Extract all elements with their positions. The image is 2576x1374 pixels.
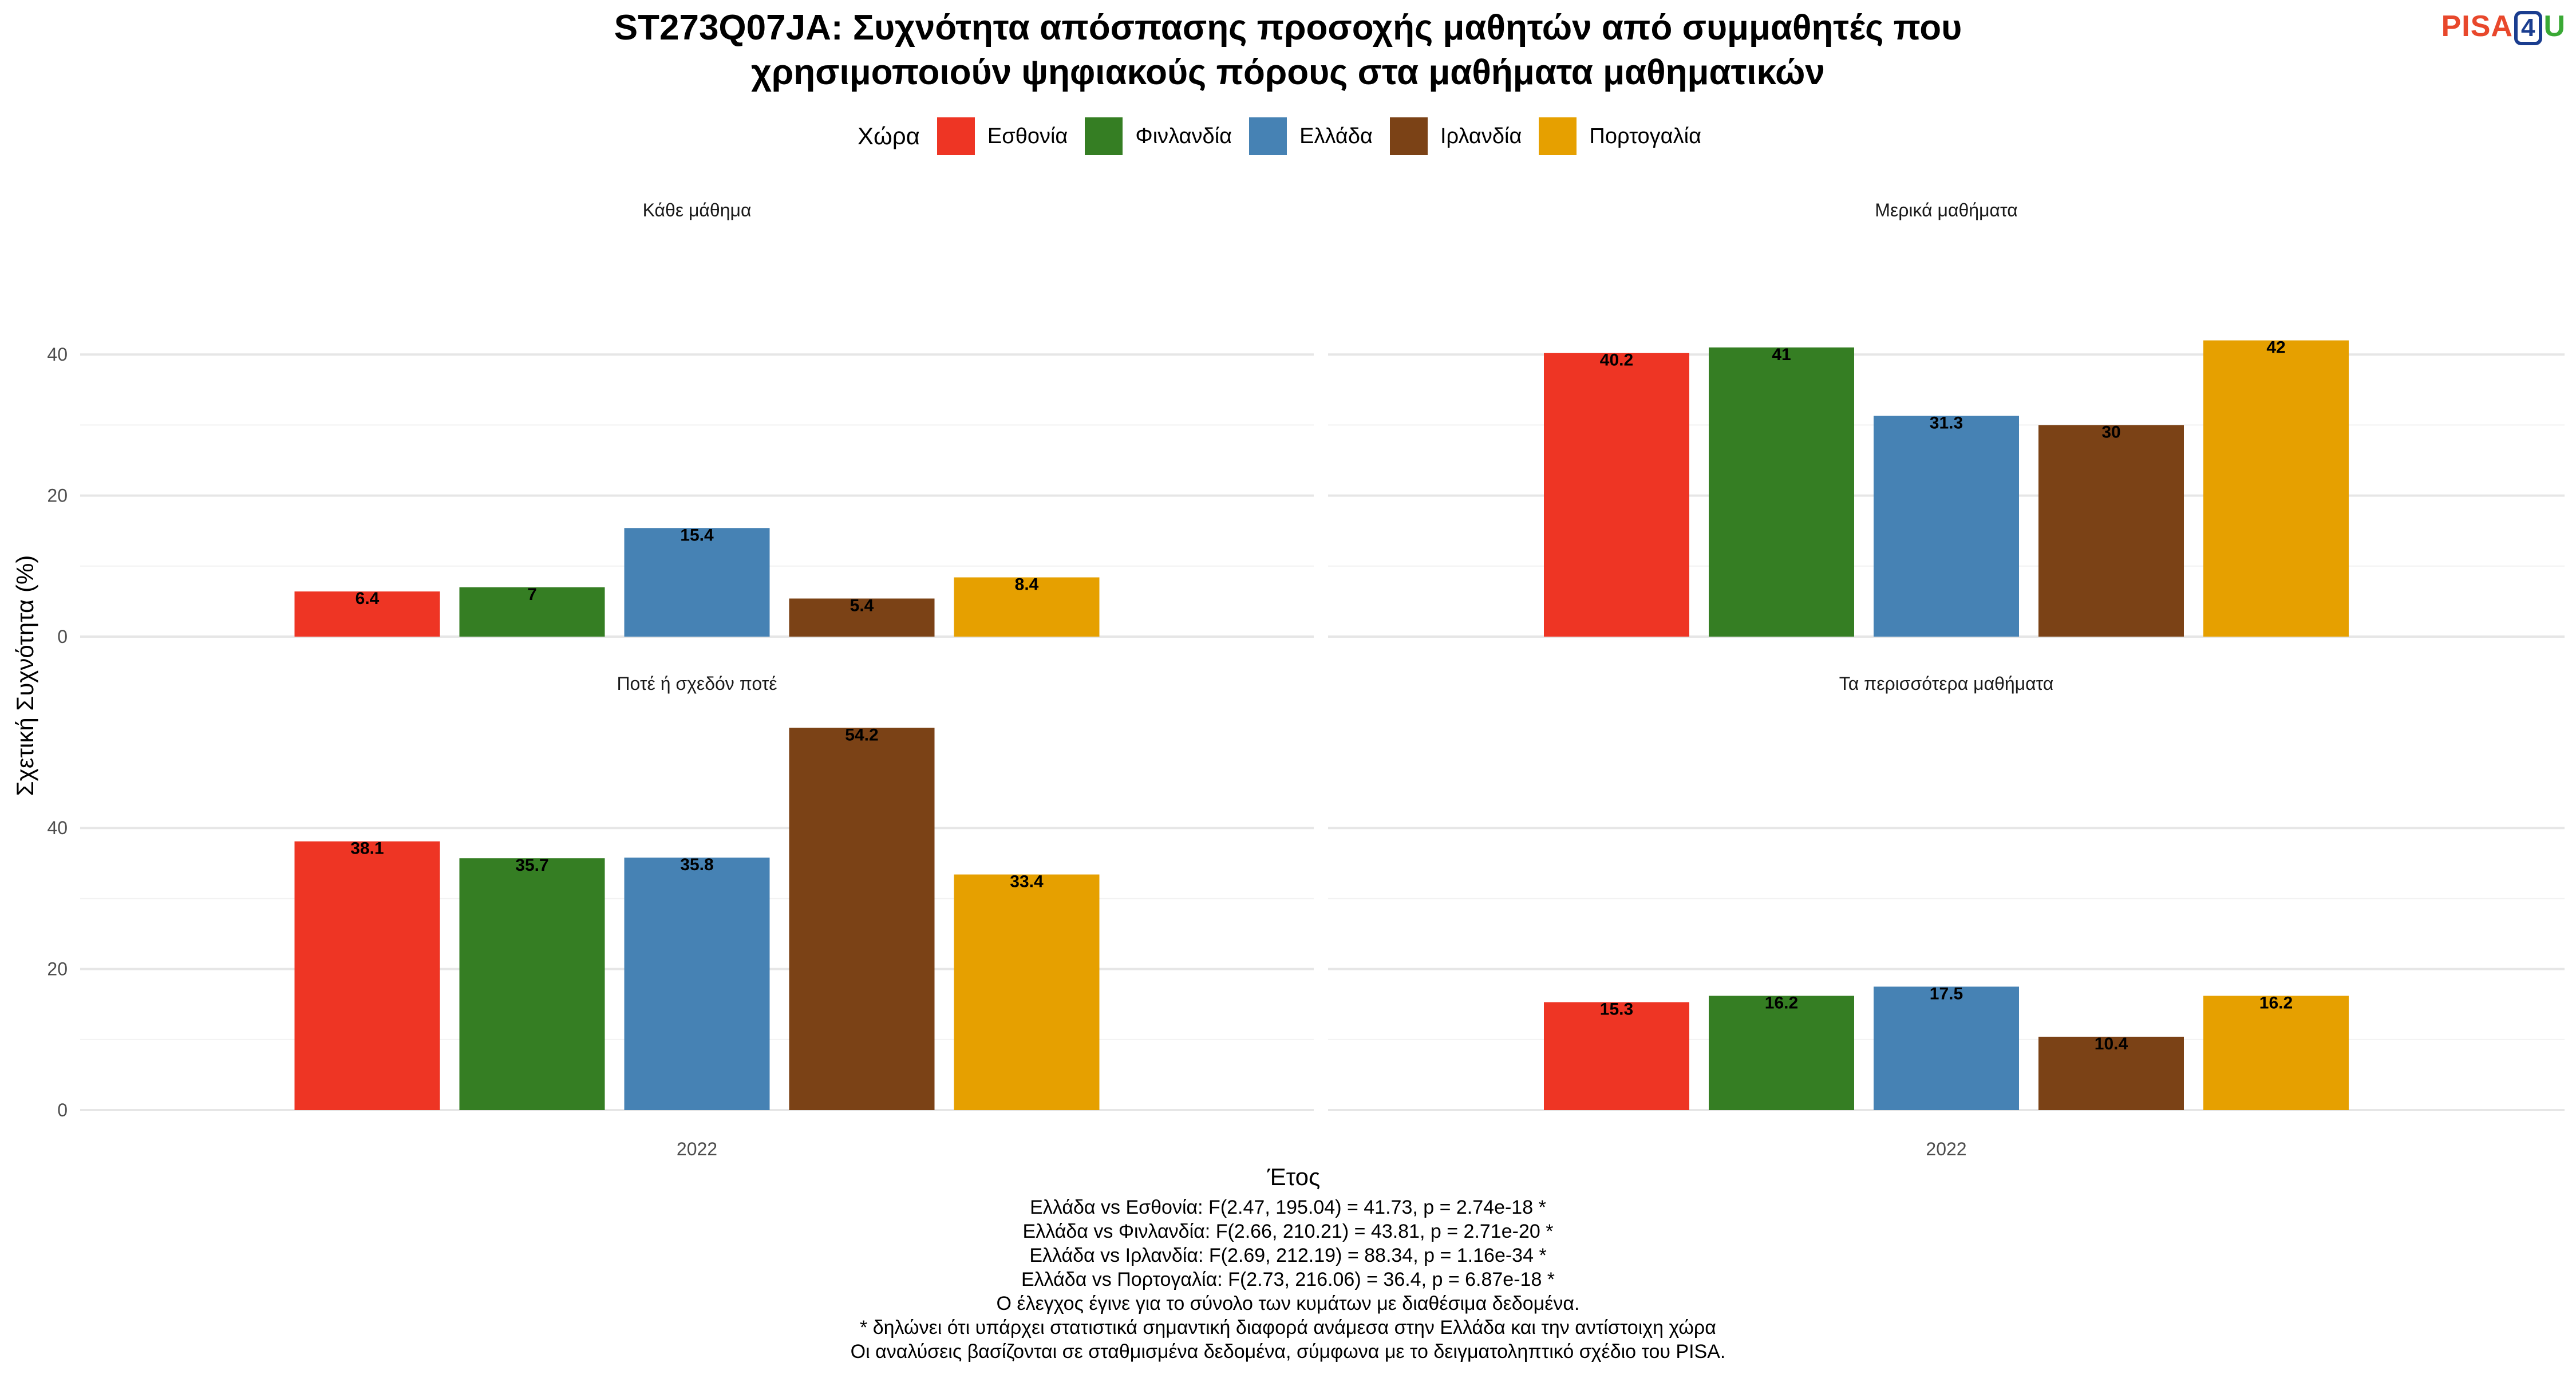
bar-p2-3 xyxy=(789,728,935,1110)
note-line-6: Οι αναλύσεις βασίζονται σε σταθμισμένα δ… xyxy=(850,1341,1726,1363)
bar-label-p3-4: 16.2 xyxy=(2259,993,2293,1012)
bar-p1-4 xyxy=(2203,340,2349,637)
bar-label-p0-1: 7 xyxy=(527,585,537,604)
bar-p1-3 xyxy=(2038,425,2184,637)
legend-label-1: Φινλανδία xyxy=(1135,124,1232,148)
bar-label-p1-3: 30 xyxy=(2101,423,2120,441)
bar-p3-1 xyxy=(1709,996,1854,1110)
logo-text-u: U xyxy=(2543,10,2566,43)
bar-p2-2 xyxy=(624,857,770,1110)
bar-label-p0-2: 15.4 xyxy=(680,526,714,544)
x-axis-title: Έτος xyxy=(1267,1163,1321,1190)
legend-label-3: Ιρλανδία xyxy=(1440,124,1522,148)
y-tick-label-p2-0: 0 xyxy=(57,1100,68,1120)
bar-p3-3 xyxy=(2038,1036,2184,1110)
bar-p3-0 xyxy=(1544,1002,1689,1110)
bar-p2-1 xyxy=(459,858,605,1110)
bar-chart: Κάθε μάθημα 6.4 7 15.4 5.4 8.4 0 20 40 Μερικά μαθ… xyxy=(11,200,2565,1190)
bar-label-p2-0: 38.1 xyxy=(350,839,384,858)
legend-item-2: Ελλάδα xyxy=(1249,117,1373,155)
bar-label-p0-4: 8.4 xyxy=(1015,575,1039,594)
bar-label-p2-1: 35.7 xyxy=(515,856,548,875)
note-line-2: Ελλάδα vs Ιρλανδία: F(2.69, 212.19) = 88… xyxy=(1029,1245,1547,1266)
legend-item-4: Πορτογαλία xyxy=(1539,117,1701,155)
bar-label-p0-3: 5.4 xyxy=(850,596,874,615)
legend-item-1: Φινλανδία xyxy=(1085,117,1232,155)
y-tick-label-p0-0: 0 xyxy=(57,626,68,647)
legend-swatch-1 xyxy=(1085,117,1123,155)
pisa4u-logo: PISA 4 U xyxy=(2441,9,2566,45)
x-tick-label-p3: 2022 xyxy=(1926,1139,1966,1159)
logo-text-four: 4 xyxy=(2514,11,2543,45)
bar-label-p2-2: 35.8 xyxy=(680,855,713,874)
bar-label-p2-4: 33.4 xyxy=(1010,872,1044,891)
y-tick-label-p2-1: 20 xyxy=(47,959,68,980)
bar-p1-0 xyxy=(1544,353,1689,637)
bar-p0-3 xyxy=(789,598,935,637)
bar-label-p2-3: 54.2 xyxy=(845,725,878,744)
note-line-3: Ελλάδα vs Πορτογαλία: F(2.73, 216.06) = … xyxy=(1021,1269,1555,1290)
bar-label-p3-3: 10.4 xyxy=(2095,1035,2128,1053)
chart-title-line-2: χρησιμοποιούν ψηφιακούς πόρους στα μαθήμ… xyxy=(751,53,1825,92)
bar-p2-4 xyxy=(954,874,1100,1110)
bar-p1-2 xyxy=(1874,416,2019,637)
bar-label-p1-0: 40.2 xyxy=(1600,351,1633,370)
bar-p0-0 xyxy=(294,591,440,637)
bar-p3-2 xyxy=(1874,986,2019,1110)
chart-title: ST273Q07JA: Συχνότητα απόσπασης προσοχής… xyxy=(0,6,2576,95)
bar-label-p1-2: 31.3 xyxy=(1930,413,1963,432)
legend-title: Χώρα xyxy=(857,123,920,149)
chart-notes: Ελλάδα vs Εσθονία: F(2.47, 195.04) = 41.… xyxy=(0,1195,2576,1364)
chart-legend: Χώρα Εσθονία Φινλανδία Ελλάδα Ιρλανδία Πορτο… xyxy=(0,117,2576,155)
panel-title-3: Τα περισσότερα μαθήματα xyxy=(1839,673,2054,694)
y-tick-label-p2-2: 40 xyxy=(47,818,68,838)
note-line-0: Ελλάδα vs Εσθονία: F(2.47, 195.04) = 41.… xyxy=(1030,1197,1546,1218)
bar-label-p3-0: 15.3 xyxy=(1600,1000,1633,1019)
logo-text-pisa: PISA xyxy=(2441,10,2513,43)
bar-p1-1 xyxy=(1709,347,1854,637)
legend-label-2: Ελλάδα xyxy=(1299,124,1373,148)
bar-p0-4 xyxy=(954,577,1100,637)
bar-p3-4 xyxy=(2203,996,2349,1110)
bar-p2-0 xyxy=(294,841,440,1110)
legend-swatch-4 xyxy=(1539,117,1577,155)
chart-title-line-1: ST273Q07JA: Συχνότητα απόσπασης προσοχής… xyxy=(614,8,1962,48)
bar-label-p1-1: 41 xyxy=(1772,345,1791,364)
legend-label-4: Πορτογαλία xyxy=(1589,124,1702,148)
legend-swatch-2 xyxy=(1249,117,1287,155)
legend-item-0: Εσθονία xyxy=(937,117,1068,155)
legend-swatch-3 xyxy=(1390,117,1428,155)
legend-swatch-0 xyxy=(937,117,975,155)
bar-label-p1-4: 42 xyxy=(2266,338,2285,357)
panel-title-1: Μερικά μαθήματα xyxy=(1875,200,2017,220)
panel-title-0: Κάθε μάθημα xyxy=(643,200,752,220)
note-line-4: Ο έλεγχος έγινε για το σύνολο των κυμάτω… xyxy=(996,1293,1580,1314)
bar-label-p3-1: 16.2 xyxy=(1765,993,1798,1012)
note-line-1: Ελλάδα vs Φινλανδία: F(2.66, 210.21) = 4… xyxy=(1022,1221,1554,1242)
y-axis-title: Σχετική Συχνότητα (%) xyxy=(11,555,38,796)
y-tick-label-p0-1: 20 xyxy=(47,485,68,506)
bar-label-p3-2: 17.5 xyxy=(1930,984,1963,1003)
x-tick-label-p2: 2022 xyxy=(677,1139,717,1159)
panel-title-2: Ποτέ ή σχεδόν ποτέ xyxy=(617,673,777,694)
y-tick-label-p0-2: 40 xyxy=(47,344,68,365)
legend-item-3: Ιρλανδία xyxy=(1390,117,1522,155)
bar-label-p0-0: 6.4 xyxy=(355,589,380,608)
bar-p0-1 xyxy=(459,587,605,637)
note-line-5: * δηλώνει ότι υπάρχει στατιστικά σημαντι… xyxy=(860,1317,1716,1339)
legend-label-0: Εσθονία xyxy=(987,124,1068,148)
bar-p0-2 xyxy=(624,528,770,637)
